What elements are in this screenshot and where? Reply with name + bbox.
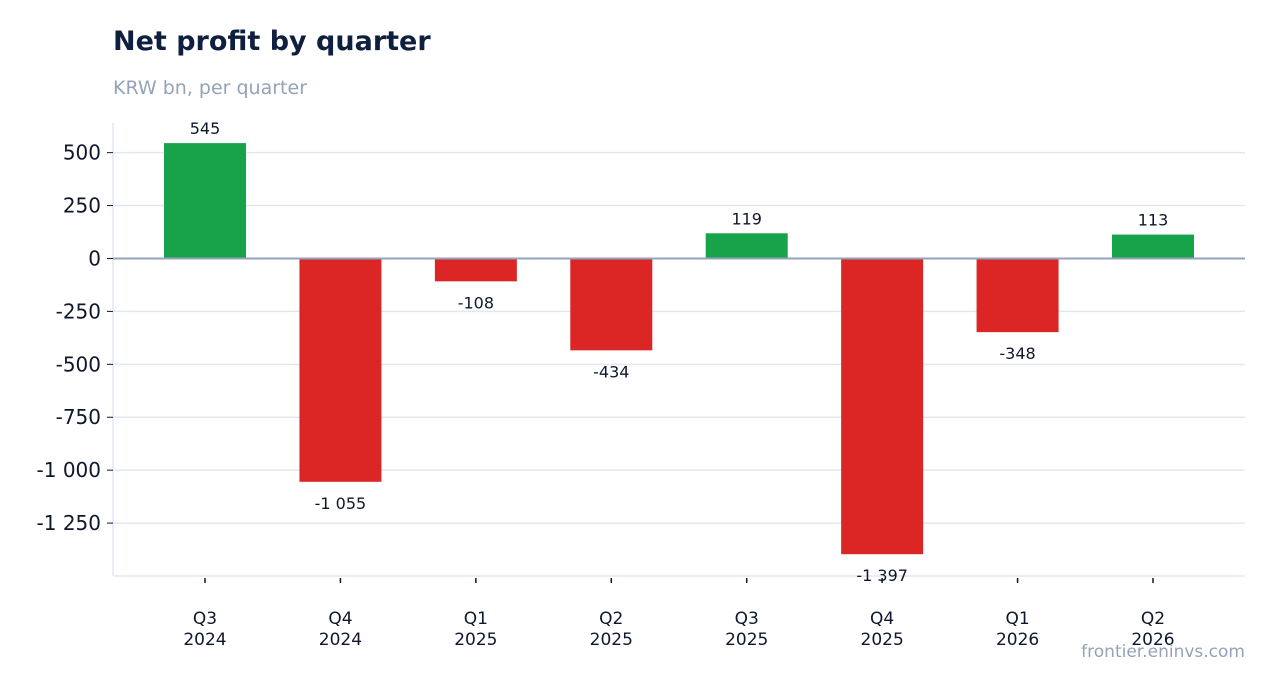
bar-value-label: 545	[190, 119, 221, 138]
y-tick-label: 0	[88, 246, 101, 270]
bar	[164, 143, 246, 259]
chart-title: Net profit by quarter	[113, 26, 431, 57]
x-tick-label: Q2 2026	[1131, 609, 1174, 650]
x-tick-label: Q3 2024	[183, 609, 226, 650]
bar-value-label: -1 055	[315, 494, 367, 513]
source-credit: frontier.eninvs.com	[1081, 642, 1245, 662]
bar	[299, 258, 382, 482]
y-tick-label: 500	[63, 141, 101, 165]
bar	[841, 258, 924, 555]
y-tick-label: -750	[56, 405, 101, 429]
x-tick-label: Q3 2025	[725, 609, 768, 650]
chart-subtitle: KRW bn, per quarter	[113, 77, 308, 99]
bar	[434, 258, 517, 282]
bar	[1112, 234, 1194, 259]
axes	[107, 123, 1245, 583]
bar-value-label: -348	[999, 344, 1035, 363]
x-tick-label: Q1 2025	[454, 609, 497, 650]
bar-value-label: -434	[593, 362, 629, 381]
bars	[113, 143, 1245, 555]
x-tick-label: Q1 2026	[996, 609, 1039, 650]
y-tick-label: 250	[63, 194, 101, 218]
bar	[570, 258, 653, 351]
grid-lines	[113, 151, 1245, 524]
y-tick-label: -250	[56, 299, 101, 323]
bar-value-label: 113	[1138, 211, 1169, 230]
y-tick-label: -1 000	[37, 458, 101, 482]
x-tick-label: Q4 2024	[319, 609, 362, 650]
bar-value-label: 119	[731, 209, 762, 228]
y-tick-label: -1 250	[37, 511, 101, 535]
bar-value-label: -108	[458, 293, 494, 312]
x-tick-label: Q2 2025	[590, 609, 633, 650]
bar	[705, 233, 788, 259]
y-tick-label: -500	[56, 352, 101, 376]
bar-value-label: -1 397	[856, 566, 908, 585]
labels: 500 250 0 -250 -500 -750 -1 000 -1 250 545 Q3 2024…	[37, 119, 1175, 650]
bar	[976, 258, 1059, 333]
x-tick-label: Q4 2025	[861, 609, 904, 650]
